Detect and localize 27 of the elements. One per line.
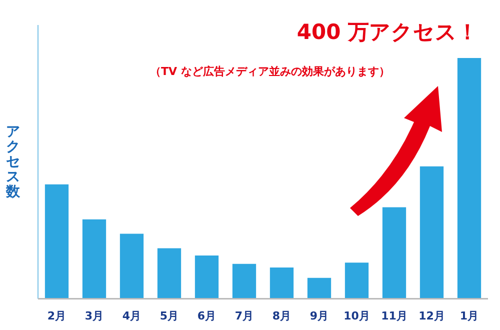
x-tick-label: 2月 [47,309,66,322]
x-tick-label: 10月 [344,309,370,322]
bar [344,262,369,299]
x-tick-label: 1月 [460,309,479,322]
x-tick-label: 7月 [234,309,254,322]
bar [194,255,219,299]
x-tick-label: 3月 [84,309,104,322]
bar [307,278,332,299]
x-tick-label: 4月 [122,309,142,322]
y-axis-title: アクセス数 [6,124,21,200]
x-tick-label: 5月 [160,309,179,322]
bar [270,267,294,299]
annotation: （TV など広告メディア並みの効果があります） [150,64,390,79]
bar [120,234,144,299]
x-tick-label: 12月 [418,309,445,322]
bar [420,166,444,299]
bar [457,58,482,299]
text: 400 万アクセス！ [296,19,478,46]
bar [44,184,69,299]
x-tick-label: 9月 [310,309,329,322]
bar [82,219,106,299]
bar [157,248,182,299]
bar [382,207,406,299]
bar [232,264,256,299]
x-tick-label: 8月 [272,309,292,322]
x-tick-label: 11月 [381,309,408,322]
x-tick-label: 6月 [197,309,216,322]
